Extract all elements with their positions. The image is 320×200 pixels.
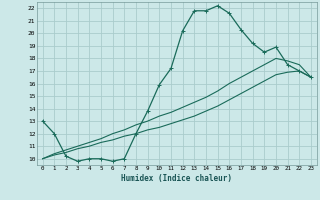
X-axis label: Humidex (Indice chaleur): Humidex (Indice chaleur) <box>121 174 232 183</box>
